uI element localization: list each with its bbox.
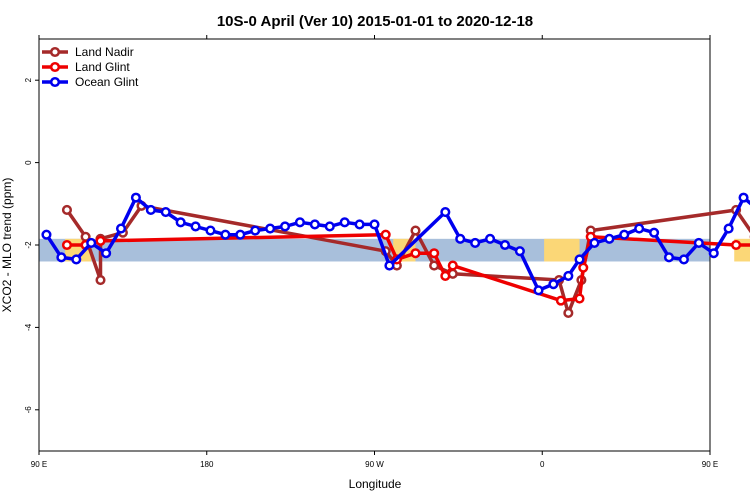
ocean-glint-point-16	[279, 221, 291, 232]
ocean-glint-point-38	[649, 227, 660, 238]
series-ocean-glint	[41, 192, 750, 296]
land-nadir-point-0	[61, 204, 73, 216]
land-glint-point-11	[578, 262, 589, 273]
y-axis: 2 0 -2 -4 -6	[24, 77, 39, 413]
ocean-glint-point-25	[455, 233, 466, 244]
land-glint-point-0	[61, 239, 73, 251]
land-glint-point-7	[440, 270, 451, 281]
y-tick-label-0: 2	[24, 77, 33, 82]
legend-label: Land Nadir	[75, 45, 134, 59]
x-tick-label-2: 90 W	[365, 460, 384, 469]
ocean-glint-point-42	[708, 248, 719, 259]
ocean-glint-point-1	[56, 252, 67, 263]
y-tick-label-4: -6	[24, 406, 33, 414]
ocean-glint-point-5	[115, 223, 127, 234]
land-nadir-point-12	[563, 307, 574, 319]
ocean-glint-point-26	[470, 237, 481, 248]
ocean-glint-point-11	[205, 225, 216, 236]
ocean-glint-point-0	[41, 229, 52, 240]
ocean-glint-point-40	[678, 254, 689, 265]
ocean-glint-point-33	[574, 254, 585, 265]
y-tick-label-1: 0	[24, 160, 33, 165]
ocean-glint-point-39	[663, 252, 675, 263]
legend-item-ocean-glint: Ocean Glint	[42, 75, 139, 89]
ocean-glint-point-21	[354, 219, 365, 230]
ocean-glint-point-35	[604, 233, 615, 244]
ocean-glint-point-14	[250, 225, 261, 236]
ocean-glint-point-10	[190, 221, 201, 232]
x-tick-label-1: 180	[200, 460, 214, 469]
ocean-glint-point-19	[324, 221, 335, 232]
land-nadir-point-8	[410, 225, 421, 236]
ocean-glint-point-32	[563, 270, 574, 281]
land-glint-point-8	[447, 260, 458, 271]
legend-item-land-glint: Land Glint	[42, 60, 130, 74]
x-tick-label-4: 90 E	[702, 460, 718, 469]
ocean-glint-point-15	[265, 223, 276, 234]
ocean-glint-point-2	[71, 254, 82, 265]
legend-swatch-marker	[49, 61, 61, 73]
ocean-glint-point-30	[533, 285, 544, 296]
ocean-glint-point-29	[514, 246, 525, 257]
land-glint-point-6	[429, 248, 440, 259]
ocean-glint-point-43	[723, 223, 734, 234]
ocean-glint-point-41	[693, 237, 704, 248]
ocean-glint-point-17	[294, 217, 305, 228]
ocean-glint-point-7	[145, 204, 156, 216]
ocean-glint-point-44	[738, 192, 749, 203]
ocean-glint-point-4	[101, 248, 112, 259]
ocean-glint-point-28	[499, 239, 511, 251]
ocean-glint-point-6	[130, 192, 141, 203]
ocean-glint-point-8	[160, 206, 171, 218]
land-nadir-point-9	[429, 260, 440, 271]
ocean-glint-point-37	[634, 223, 645, 234]
land-glint-point-5	[410, 248, 421, 259]
land-glint-point-3	[380, 229, 391, 240]
y-tick-label-3: -4	[24, 323, 33, 331]
ocean-glint-point-27	[485, 233, 496, 244]
legend-label: Ocean Glint	[75, 75, 139, 89]
ocean-glint-point-34	[589, 237, 600, 248]
ocean-glint-point-18	[309, 219, 320, 230]
ocean-glint-point-23	[384, 260, 395, 271]
ocean-glint-point-13	[235, 229, 246, 240]
land-glint-point-2	[95, 235, 106, 246]
ocean-glint-point-36	[619, 229, 630, 240]
legend-swatch-marker	[49, 46, 61, 58]
y-axis-label: XCO2 - MLO trend (ppm)	[0, 178, 14, 313]
ocean-glint-point-22	[369, 219, 380, 230]
series-group	[41, 192, 750, 319]
legend-swatch-marker	[49, 76, 61, 88]
x-tick-label-3: 0	[540, 460, 545, 469]
ocean-glint-point-24	[440, 206, 451, 218]
y-tick-label-2: -2	[24, 241, 33, 249]
x-axis: 90 E 180 90 W 0 90 E	[31, 35, 718, 469]
land-band-2	[544, 238, 580, 262]
ocean-glint-point-31	[548, 279, 559, 290]
x-axis-label: Longitude	[349, 477, 402, 491]
land-nadir-point-2	[95, 274, 106, 286]
ocean-glint-point-3	[86, 237, 97, 248]
land-glint-point-13	[731, 239, 742, 251]
ocean-glint-point-20	[339, 217, 350, 228]
x-tick-label-0: 90 E	[31, 460, 47, 469]
land-glint-point-10	[574, 293, 585, 304]
chart-title: 10S-0 April (Ver 10) 2015-01-01 to 2020-…	[217, 13, 533, 30]
land-glint-point-9	[555, 295, 566, 306]
ocean-glint-point-9	[175, 217, 186, 228]
legend-label: Land Glint	[75, 60, 130, 74]
ocean-glint-point-12	[220, 229, 231, 240]
legend-item-land-nadir: Land Nadir	[42, 45, 134, 59]
